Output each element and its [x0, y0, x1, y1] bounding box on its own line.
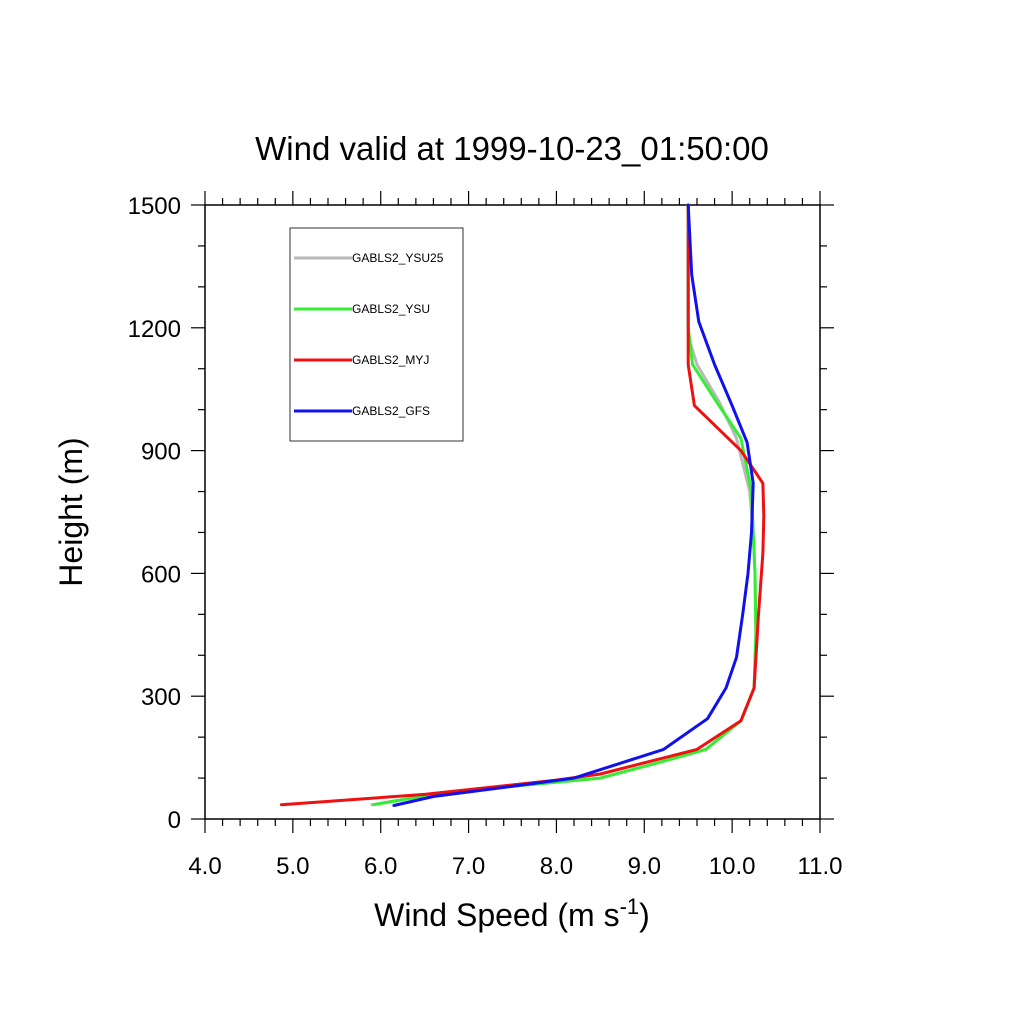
y-tick-label: 600 [141, 561, 181, 588]
series-line-gabls2-myj [279, 203, 766, 807]
x-tick-label: 4.0 [188, 853, 221, 880]
y-tick-label: 1200 [128, 316, 181, 343]
y-tick-label: 1500 [128, 193, 181, 220]
x-tick-label: 11.0 [798, 853, 843, 880]
legend: GABLS2_YSU25 GABLS2_YSU GABLS2_MYJ GABLS2_G… [289, 227, 464, 442]
x-tick-label: 8.0 [540, 853, 573, 880]
series-lines [279, 203, 766, 807]
legend-box [289, 227, 464, 442]
x-tick-label: 6.0 [364, 853, 397, 880]
legend-label: GABLS2_GFS [352, 404, 430, 418]
y-tick-label: 0 [168, 807, 181, 834]
y-tick-label: 900 [141, 439, 181, 466]
y-axis-label: Height (m) [53, 437, 89, 586]
x-axis-label: Wind Speed (m s-1) [374, 894, 650, 933]
legend-label: GABLS2_YSU25 [352, 251, 444, 265]
series-line-gabls2-ysu [372, 203, 758, 807]
legend-label: GABLS2_YSU [352, 302, 430, 316]
x-tick-label: 9.0 [628, 853, 661, 880]
x-tick-label: 7.0 [452, 853, 485, 880]
plot-frame [204, 204, 821, 820]
axis-ticks: 4.0 5.0 6.0 7.0 8.0 9.0 10.0 11.0 0 300 600 900 1200… [128, 191, 843, 880]
legend-label: GABLS2_MYJ [352, 353, 429, 367]
chart-title: Wind valid at 1999-10-23_01:50:00 [255, 130, 769, 167]
x-tick-label: 5.0 [276, 853, 309, 880]
x-tick-label: 10.0 [709, 853, 756, 880]
series-line-gabls2-gfs [392, 203, 755, 807]
y-tick-label: 300 [141, 684, 181, 711]
